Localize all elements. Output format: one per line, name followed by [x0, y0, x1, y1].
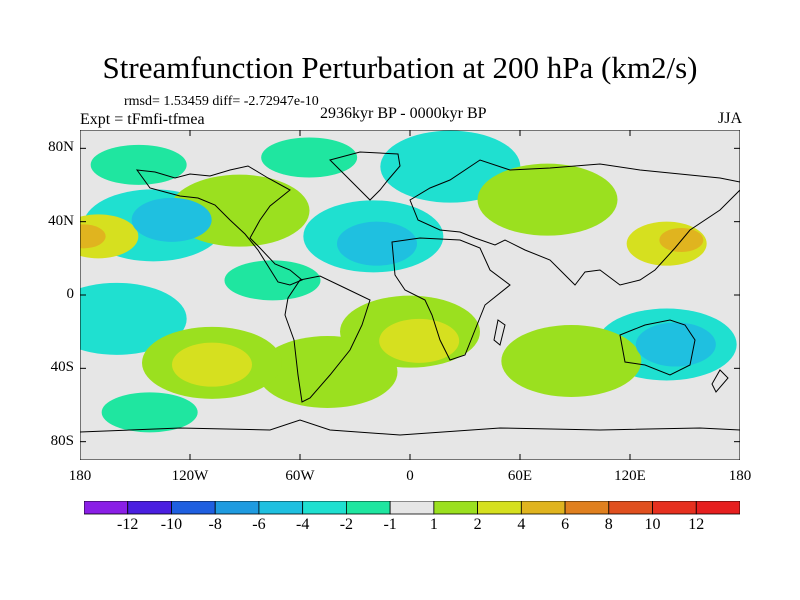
- coast-north-america: [135, 165, 303, 286]
- lon-label: 0: [406, 468, 414, 484]
- lon-label: 120E: [614, 468, 646, 484]
- colorbar-label: -4: [295, 516, 310, 533]
- coast-south-america: [284, 275, 371, 403]
- colorbar-box: [389, 501, 435, 515]
- colorbar-label: 8: [604, 516, 613, 533]
- period-label: 2936kyr BP - 0000kyr BP: [320, 105, 487, 122]
- colorbar-label: 4: [517, 516, 526, 533]
- anomaly-north-pacific-east-positive: [80, 214, 139, 259]
- anomaly-south-east-pacific-core: [172, 342, 252, 387]
- season-label: JJA: [717, 110, 742, 127]
- colorbar-box: [564, 501, 610, 515]
- lon-label: 120W: [171, 468, 209, 484]
- coast-antarctica: [80, 419, 740, 436]
- colorbar-box: [345, 501, 391, 515]
- colorbar-label: 1: [429, 516, 438, 533]
- rmsd-diff-stats: rmsd= 1.53459 diff= -2.72947e-10: [124, 94, 319, 109]
- lat-label: 40N: [48, 212, 74, 229]
- colorbar-box: [214, 501, 260, 515]
- colorbar-label: -6: [252, 516, 266, 533]
- colorbar-box: [258, 501, 304, 515]
- anomaly-canada-arctic-negative: [261, 137, 358, 178]
- lat-label: 40S: [50, 359, 74, 376]
- anomaly-southern-ocean-negative: [101, 392, 198, 433]
- anomaly-north-atlantic-negative-core: [337, 221, 417, 266]
- colorbar-label: -1: [383, 516, 397, 533]
- colorbar-box: [695, 501, 740, 515]
- coast-africa: [391, 237, 511, 361]
- coast-eurasia: [409, 159, 740, 286]
- colorbar-label: -2: [339, 516, 354, 533]
- anomaly-north-pacific-negative-core: [131, 197, 212, 242]
- anomaly-south-pacific-negative: [80, 282, 187, 355]
- colorbar-box: [171, 501, 216, 515]
- anomaly-central-asia-positive: [477, 163, 618, 236]
- lon-label: 180: [68, 468, 92, 484]
- colorbar-box: [127, 501, 172, 515]
- anomaly-north-pacific-east-core: [80, 224, 106, 249]
- coast-greenland: [329, 151, 401, 201]
- colorbar-box: [477, 501, 522, 515]
- colorbar-label: 2: [473, 516, 482, 533]
- lon-label: 180: [728, 468, 752, 484]
- coast-new-zealand: [711, 369, 729, 393]
- coastlines: [80, 151, 740, 436]
- colorbar-label: 10: [644, 516, 661, 533]
- colorbar: [84, 501, 740, 515]
- colorbar-box: [652, 501, 697, 515]
- anomaly-central-america-negative: [224, 260, 321, 301]
- anomaly-south-indian-ocean-positive: [501, 325, 642, 397]
- coast-australia: [619, 319, 696, 376]
- colorbar-box: [84, 501, 129, 515]
- anomaly-alaska-negative: [90, 144, 187, 185]
- chart-title: Streamfunction Perturbation at 200 hPa (…: [102, 50, 698, 85]
- lat-label: 80S: [50, 432, 74, 449]
- axis-ticks: [80, 130, 740, 460]
- lon-label: 60W: [285, 468, 315, 484]
- colorbar-label: -12: [117, 516, 139, 533]
- colorbar-box: [520, 501, 566, 515]
- world-map-plot: [80, 130, 740, 460]
- colorbar-label: -8: [208, 516, 222, 533]
- coast-madagascar: [493, 319, 506, 346]
- lat-label: 80N: [48, 139, 74, 156]
- lat-label: 0: [66, 286, 75, 302]
- colorbar-label: 12: [688, 516, 705, 533]
- colorbar-box: [608, 501, 653, 515]
- colorbar-label: 6: [561, 516, 570, 533]
- anomaly-australia-negative-core: [635, 322, 716, 367]
- colorbar-box: [302, 501, 347, 515]
- experiment-label: Expt = tFmfi-tfmea: [80, 111, 205, 128]
- anomaly-field: [80, 130, 737, 433]
- colorbar-label: -10: [160, 516, 183, 533]
- anomaly-south-atlantic-core: [379, 318, 460, 363]
- lon-label: 60E: [507, 468, 533, 484]
- colorbar-box: [433, 501, 479, 515]
- anomaly-south-america-positive: [257, 336, 398, 408]
